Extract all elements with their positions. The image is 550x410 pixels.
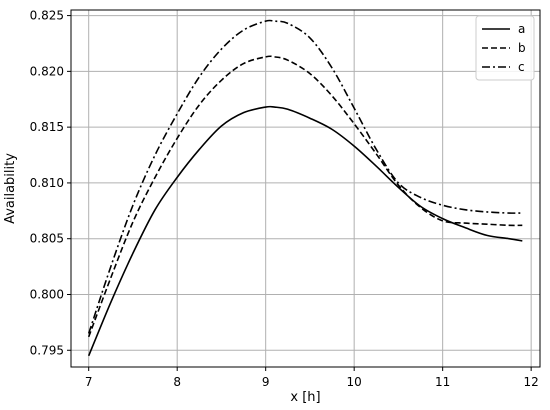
legend-label-c: c (518, 60, 525, 74)
series-group (87, 19, 523, 357)
grid (71, 10, 540, 367)
y-tick-label: 0.795 (30, 343, 64, 357)
legend-label-b: b (518, 41, 526, 55)
y-tick-label: 0.800 (30, 287, 64, 301)
y-tick-label: 0.825 (30, 9, 64, 23)
x-axis-ticks: 7 8 9 10 11 12 (85, 367, 539, 389)
y-axis-label: Availability (3, 153, 18, 224)
y-tick-label: 0.805 (30, 232, 64, 246)
y-tick-label: 0.810 (30, 176, 64, 190)
y-axis-ticks: 0.795 0.800 0.805 0.810 0.815 0.820 0.825 (30, 9, 71, 357)
x-tick-label: 11 (435, 375, 450, 389)
x-tick-label: 8 (173, 375, 181, 389)
y-tick-label: 0.815 (30, 120, 64, 134)
series-line-c (87, 19, 523, 334)
legend: abc (475, 15, 535, 81)
x-tick-label: 9 (262, 375, 270, 389)
plot-frame (70, 9, 541, 368)
series-line-a (87, 105, 523, 357)
y-tick-label: 0.820 (30, 64, 64, 78)
x-tick-label: 12 (524, 375, 539, 389)
legend-label-a: a (518, 22, 525, 36)
x-tick-label: 7 (85, 375, 93, 389)
x-axis-label: x [h] (290, 390, 320, 405)
x-tick-label: 10 (347, 375, 362, 389)
